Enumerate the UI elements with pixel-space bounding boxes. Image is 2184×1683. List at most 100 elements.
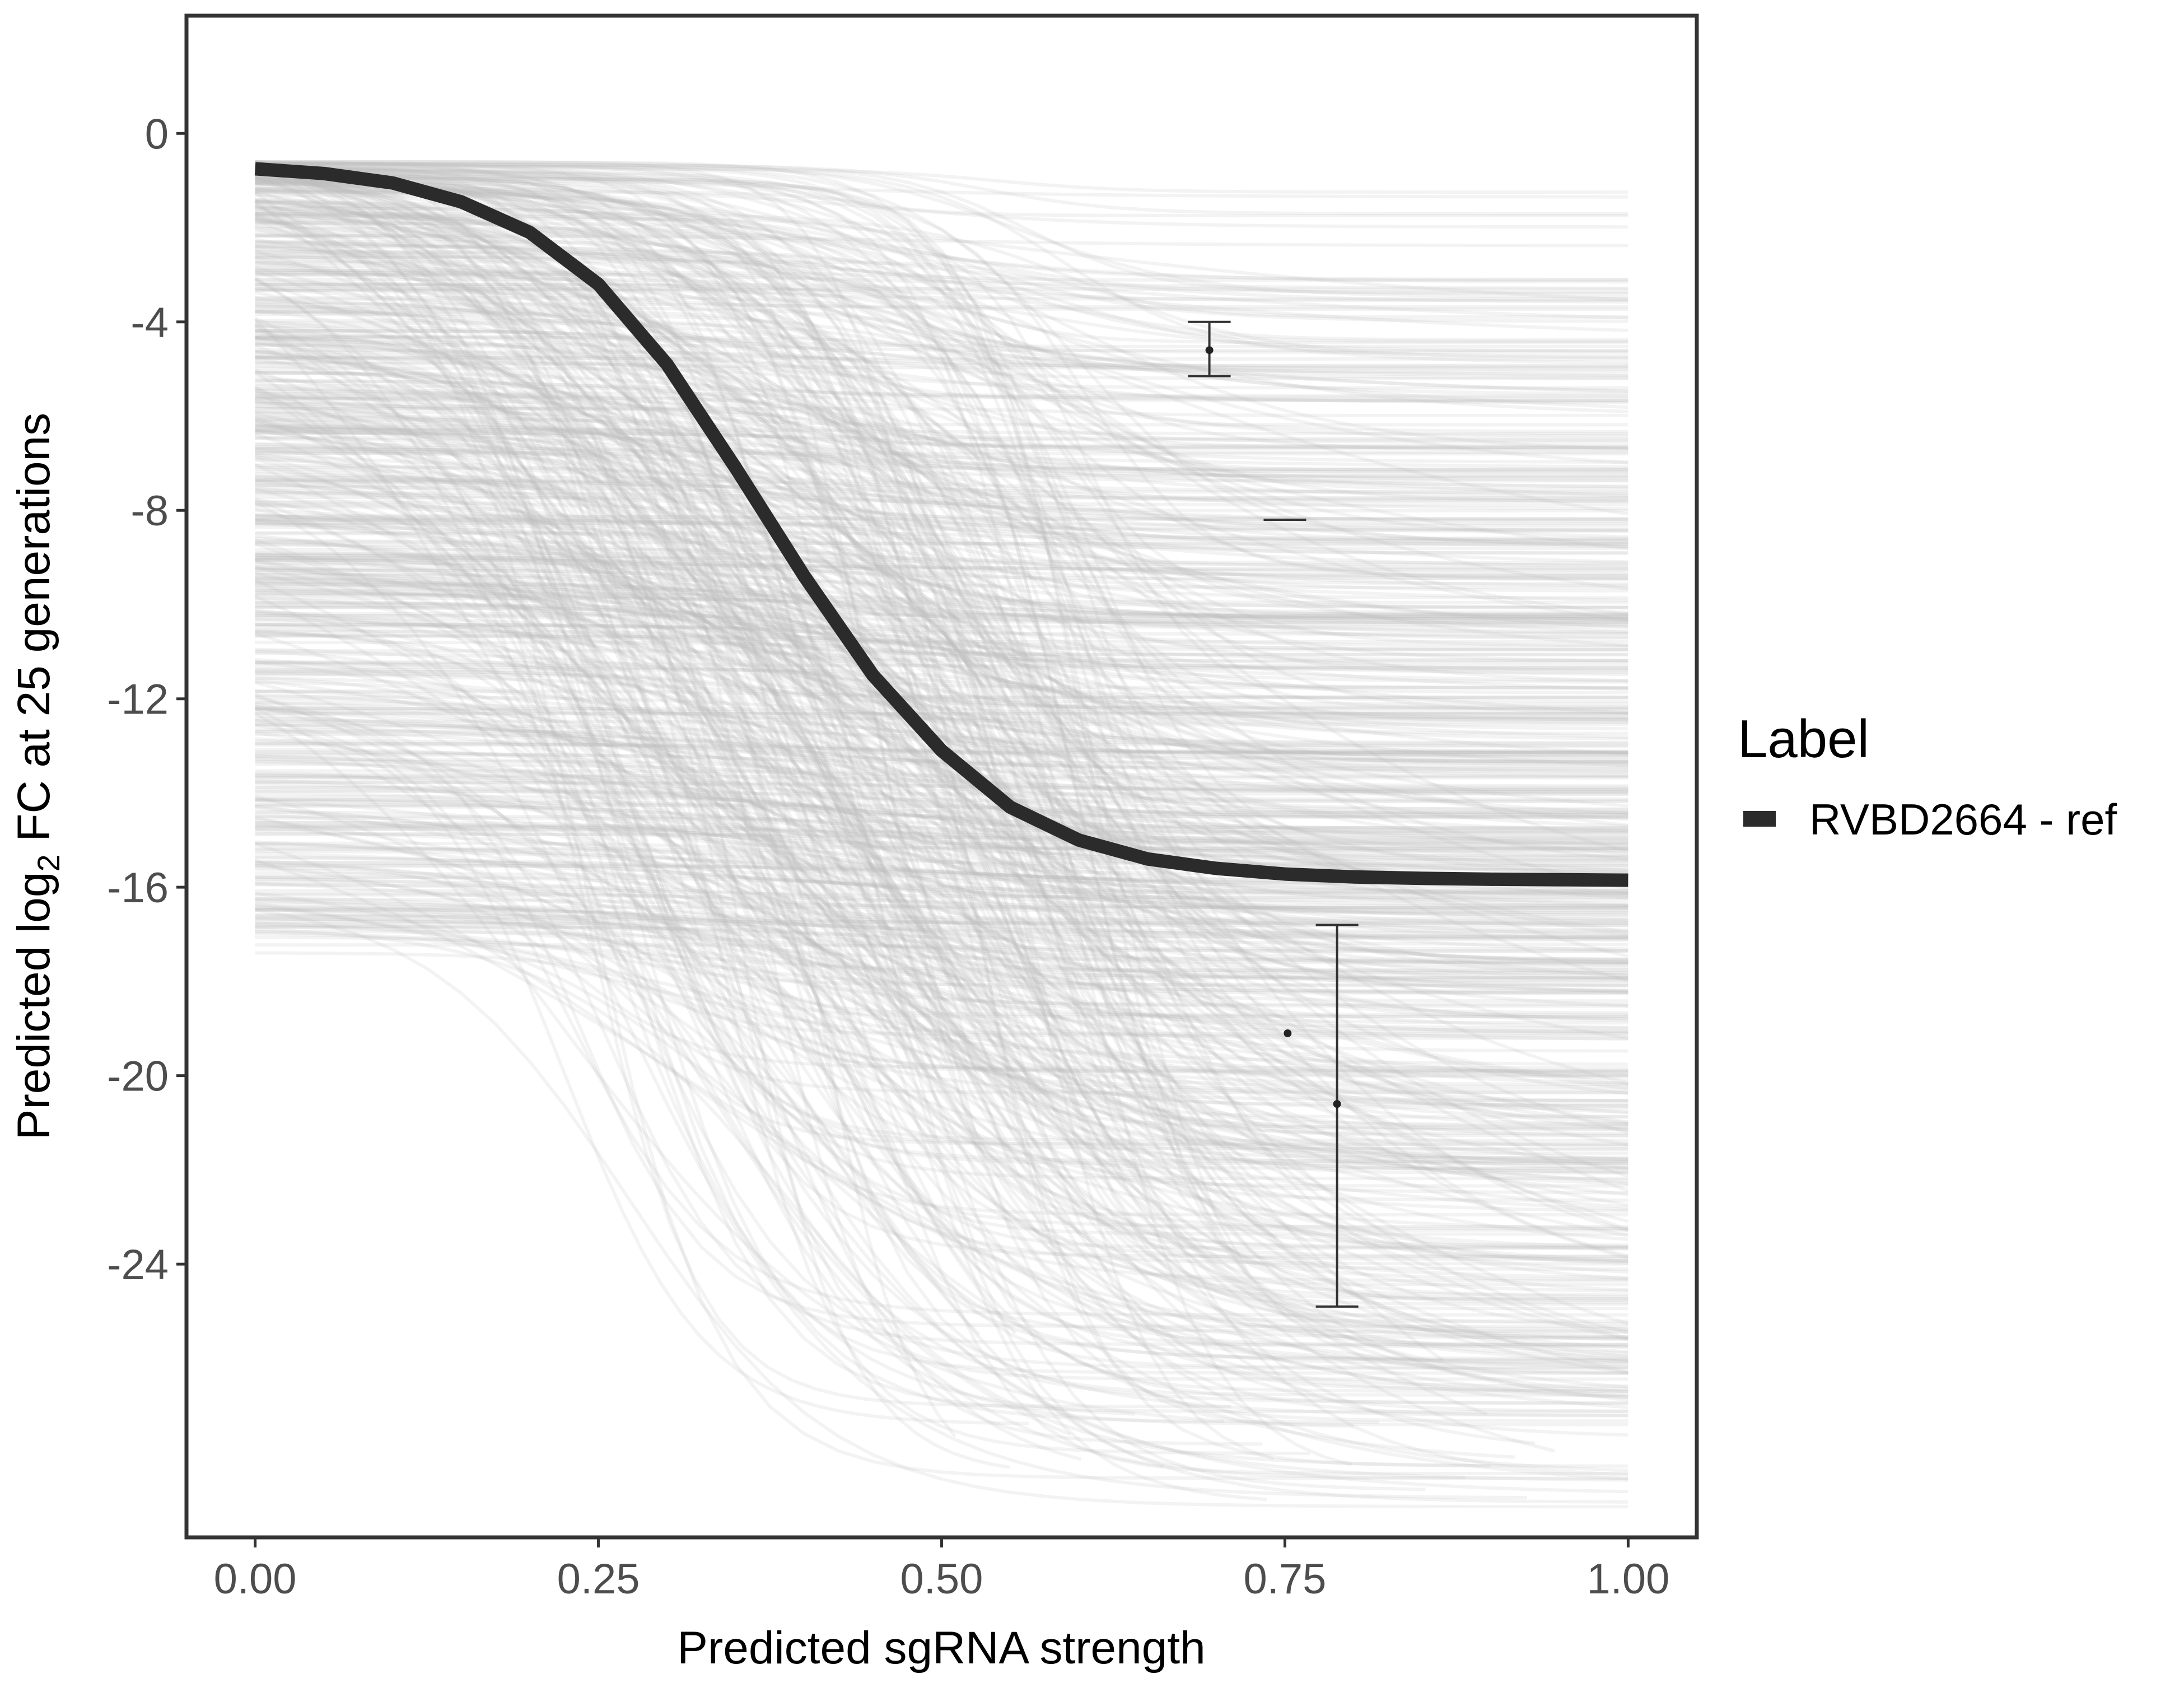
background-curve (255, 903, 1628, 1504)
background-curve (255, 467, 1628, 964)
background-curve (255, 430, 1628, 995)
background-curve (255, 436, 1628, 1003)
background-curve (255, 404, 1628, 475)
background-curve (255, 177, 1628, 764)
background-curve (255, 514, 1628, 521)
background-curve (255, 244, 1628, 870)
background-curve (255, 893, 1628, 932)
background-curve (255, 162, 1628, 546)
background-curve (255, 166, 1628, 399)
background-curve (255, 288, 1628, 683)
background-curve (254, 394, 1628, 691)
background-curve (255, 875, 1628, 1249)
background-curve (255, 554, 1628, 571)
background-curve (255, 892, 1515, 1459)
background-curve (255, 558, 1628, 580)
background-curve (255, 378, 1628, 402)
background-curve (255, 588, 1628, 636)
background-curve (255, 579, 1536, 1445)
background-curve (255, 206, 1628, 465)
series-group (254, 162, 1628, 887)
background-curve (255, 580, 1628, 1437)
background-curve (255, 521, 1628, 577)
background-curve (255, 920, 1628, 980)
background-curve (255, 212, 1628, 840)
background-curve (255, 855, 1628, 893)
background-curve (255, 362, 1628, 390)
background-curve (255, 163, 1628, 216)
background-curve (255, 908, 1628, 1509)
background-curve (255, 589, 1628, 621)
background-curve (255, 246, 1628, 593)
background-curve (255, 502, 1628, 1358)
background-curve (255, 306, 1628, 371)
background-curve (255, 840, 1628, 1279)
background-curve (255, 818, 1628, 1207)
background-curve (255, 555, 1628, 744)
background-curve (255, 518, 1628, 577)
background-curve (255, 391, 1628, 674)
background-curve (255, 558, 1628, 893)
background-curve (255, 180, 1628, 1188)
background-curve (255, 233, 1628, 1021)
background-curve (255, 576, 1628, 853)
background-curve (255, 584, 1628, 912)
background-curve (255, 392, 1628, 811)
background-curve (255, 756, 1628, 833)
background-curve (255, 630, 1628, 1247)
background-curve (255, 265, 1628, 922)
background-curve (255, 399, 1628, 832)
background-curve (255, 426, 1628, 497)
background-curve (255, 613, 1628, 815)
background-curve (255, 925, 1628, 983)
background-curve (255, 405, 1628, 540)
background-curve (255, 872, 1628, 939)
background-curve (254, 216, 1628, 994)
background-curve (255, 355, 1628, 1125)
background-curve (254, 269, 1629, 958)
background-curve (254, 565, 1628, 873)
background-curve (255, 921, 1628, 953)
background-curve (255, 224, 1310, 1455)
background-curve (255, 609, 1628, 677)
background-curve (255, 689, 1628, 745)
background-curve (255, 199, 1263, 1446)
legend-key-rvbd2664-ref (1743, 811, 1776, 827)
background-curve (255, 475, 1628, 715)
background-curve (255, 525, 1628, 565)
background-curve (255, 650, 1628, 1074)
y-tick-label: -4 (130, 299, 169, 347)
background-curve (254, 325, 1628, 1354)
background-curve (254, 164, 1628, 821)
background-curve (255, 167, 1628, 516)
background-curve (255, 428, 1628, 488)
background-curve (255, 350, 1628, 380)
background-curve (255, 221, 1628, 758)
background-curve (255, 585, 1628, 715)
background-curve (255, 182, 1628, 670)
background-curve (255, 521, 1628, 756)
background-curve (255, 425, 1628, 1265)
background-curve (254, 463, 1628, 1209)
background-curve (255, 319, 1628, 1306)
background-curve (255, 596, 1628, 1019)
background-curve (255, 284, 1628, 521)
background-curve (255, 224, 1628, 1400)
background-curve (255, 296, 1628, 850)
background-curve (254, 218, 1628, 1195)
background-curve (255, 451, 1628, 512)
background-curve (255, 576, 1628, 684)
background-curve (255, 255, 1628, 981)
background-curve (255, 253, 1628, 471)
background-curve (255, 908, 1628, 1347)
background-curve (255, 218, 1628, 1349)
background-curve (255, 540, 1628, 1146)
background-curve (255, 826, 1628, 1163)
background-curve (255, 309, 1628, 1381)
background-curve (255, 921, 1628, 993)
background-curve (255, 806, 1628, 1029)
background-curve (255, 254, 1628, 402)
background-curve (255, 167, 1628, 323)
background-curve (254, 368, 1628, 939)
